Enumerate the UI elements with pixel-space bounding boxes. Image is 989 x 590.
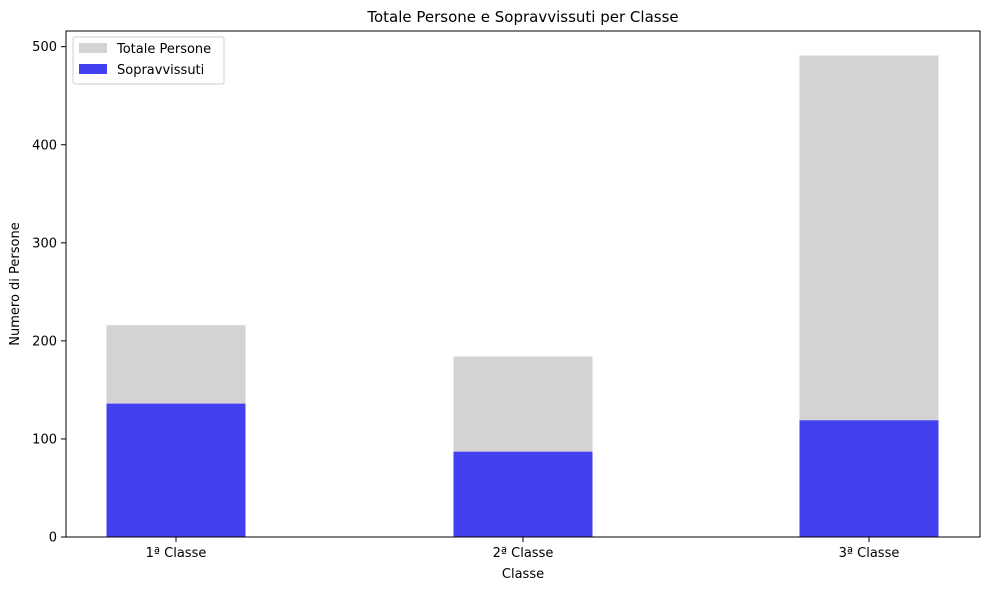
legend-swatch-totale [79, 43, 107, 53]
y-tick-label: 0 [49, 531, 57, 546]
y-axis: 0 100 200 300 400 500 [32, 40, 66, 546]
y-tick-label: 200 [32, 334, 57, 349]
x-axis-label: Classe [502, 567, 544, 582]
x-tick-label: 3ª Classe [839, 546, 900, 561]
y-tick-label: 300 [32, 236, 57, 251]
chart-title: Totale Persone e Sopravvissuti per Class… [366, 8, 678, 26]
y-axis-label: Numero di Persone [8, 222, 23, 345]
x-axis: 1ª Classe 2ª Classe 3ª Classe [146, 537, 900, 561]
legend-frame [72, 36, 225, 85]
legend-label-totale: Totale Persone [116, 42, 211, 57]
y-tick-label: 500 [32, 40, 57, 55]
bars-group [106, 55, 939, 537]
y-tick-label: 100 [32, 432, 57, 447]
bar-sopravvissuti-3 [799, 420, 939, 537]
legend-swatch-sopravvissuti [79, 64, 107, 74]
bar-sopravvissuti-2 [453, 451, 593, 537]
x-tick-label: 1ª Classe [146, 546, 207, 561]
bar-sopravvissuti-1 [106, 403, 246, 537]
legend-label-sopravvissuti: Sopravvissuti [117, 63, 204, 78]
legend: Totale Persone Sopravvissuti [72, 36, 225, 85]
y-tick-label: 400 [32, 138, 57, 153]
x-tick-label: 2ª Classe [493, 546, 554, 561]
